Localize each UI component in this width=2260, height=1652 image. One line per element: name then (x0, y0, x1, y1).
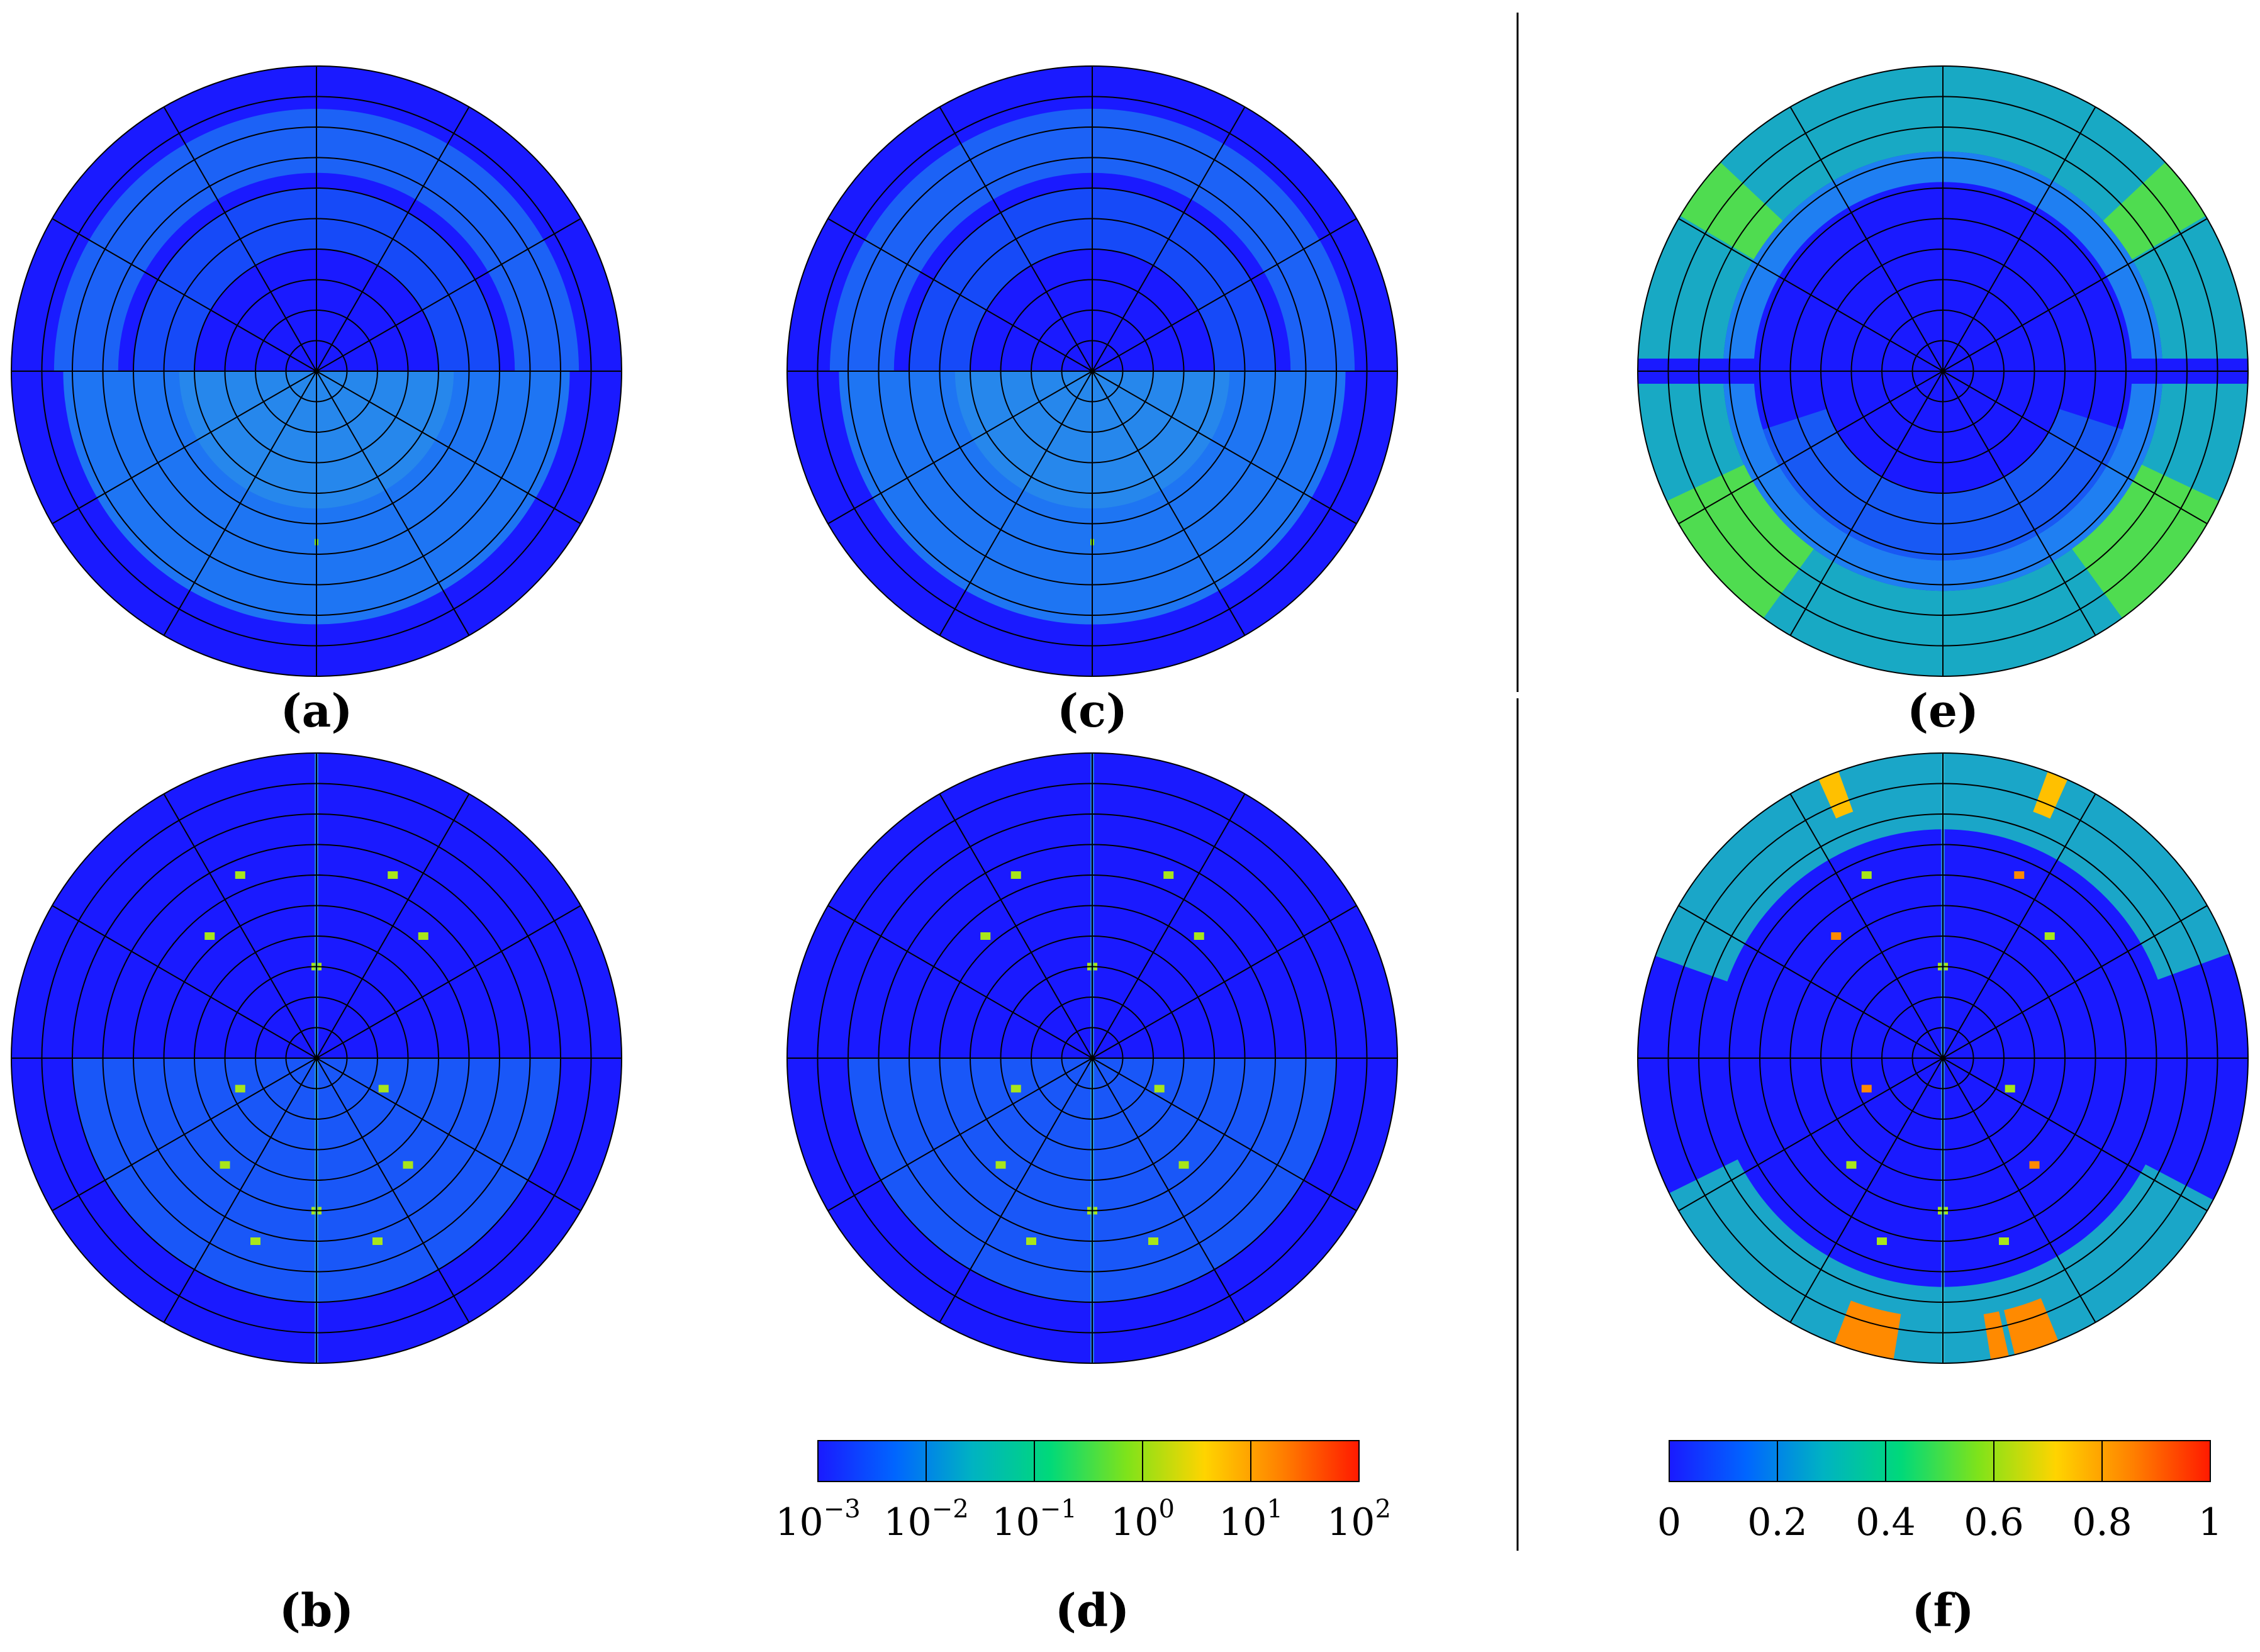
colorbar-tick-label: 10−1 (992, 1495, 1077, 1544)
panel-label-d: (d) (1055, 1583, 1129, 1637)
colorbar-linear: 0 0.2 0.4 0.6 0.8 1 (1657, 1440, 2222, 1544)
panel-label-a: (a) (281, 684, 353, 737)
colorbar-log: 10−3 10−2 10−1 100 101 102 (775, 1440, 1391, 1544)
colorbar-tick-label: 0 (1657, 1500, 1681, 1544)
polar-grid (11, 752, 622, 1364)
panel-label-b: (b) (279, 1583, 354, 1637)
upper-band-field (53, 109, 579, 371)
polar-grid (786, 65, 1398, 677)
colorbar-tick-label: 100 (1110, 1495, 1175, 1544)
colorbar-tick-label: 102 (1327, 1495, 1391, 1544)
colorbar-tick-label: 0.6 (1964, 1500, 2023, 1544)
colorbar-tick-label: 0.4 (1855, 1500, 1915, 1544)
polar-grid (11, 65, 622, 677)
polar-panel-b (11, 752, 622, 1364)
colorbar-tick-label: 0.8 (2072, 1500, 2132, 1544)
colorbar-tick-label: 10−3 (775, 1495, 860, 1544)
polar-panel-f (1637, 752, 2249, 1364)
polar-panel-e (1637, 65, 2249, 677)
colorbar-tick-label: 101 (1219, 1495, 1283, 1544)
panel-label-c: (c) (1057, 684, 1127, 737)
polar-grid (786, 752, 1398, 1364)
panel-label-e: (e) (1907, 684, 1979, 737)
polar-panel-a (11, 65, 622, 677)
polar-grid (1637, 752, 2249, 1364)
polar-panel-c (786, 65, 1398, 677)
polar-grid (1637, 65, 2249, 677)
colorbar-tick-label: 10−2 (883, 1495, 968, 1544)
colorbar-tick-label: 1 (2198, 1500, 2222, 1544)
upper-band-field (829, 108, 1355, 372)
polar-panel-d (786, 752, 1398, 1364)
panel-label-f: (f) (1911, 1583, 1974, 1637)
colorbar-tick-label: 0.2 (1747, 1500, 1807, 1544)
